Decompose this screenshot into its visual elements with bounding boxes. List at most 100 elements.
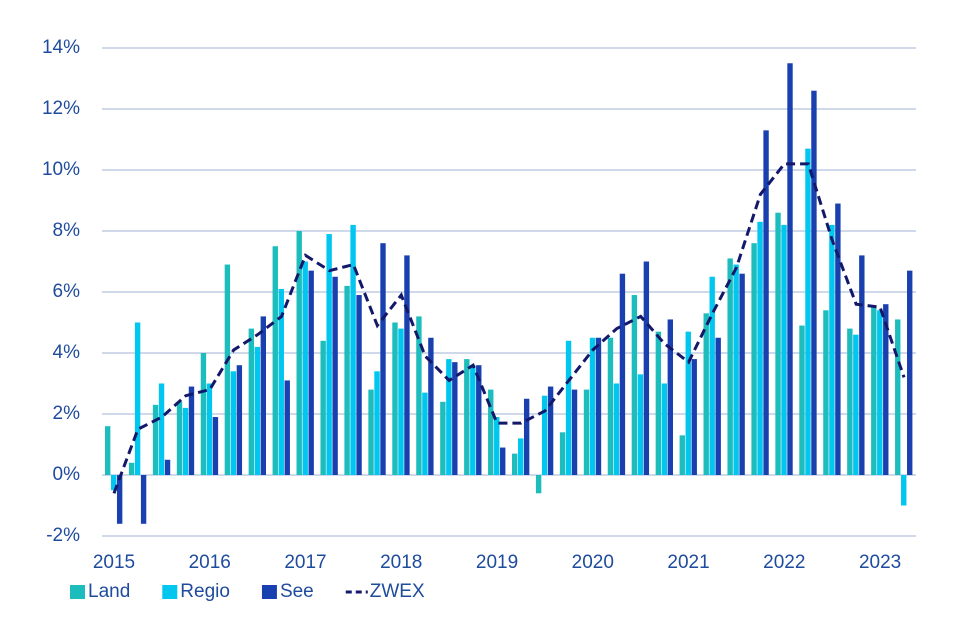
x-tick-label: 2021 — [667, 552, 709, 573]
bar — [835, 203, 841, 476]
bar — [308, 270, 314, 475]
y-tick-label: 2% — [53, 403, 81, 424]
bar — [392, 322, 398, 475]
bar — [188, 386, 195, 475]
bar — [901, 475, 907, 506]
bar — [404, 255, 410, 475]
bar — [116, 475, 123, 524]
y-tick-label: -2% — [46, 525, 80, 546]
bar — [488, 389, 494, 475]
bar — [440, 401, 446, 475]
bar — [763, 130, 769, 475]
bar — [356, 295, 362, 475]
bar — [739, 273, 745, 475]
y-tick-label: 4% — [53, 342, 81, 363]
bar — [224, 264, 231, 475]
bar — [823, 310, 829, 475]
bar — [541, 395, 548, 475]
legend-swatch — [261, 585, 277, 599]
bar — [326, 234, 332, 475]
bar — [176, 401, 183, 475]
x-tick-label: 2016 — [189, 552, 231, 573]
bar — [613, 383, 620, 475]
bar — [805, 148, 811, 475]
bar — [733, 264, 739, 475]
bar — [607, 337, 614, 475]
bar — [110, 475, 117, 491]
x-tick-label: 2017 — [284, 552, 326, 573]
bar — [164, 459, 171, 475]
bar — [643, 261, 650, 475]
bar — [661, 383, 668, 475]
bar — [853, 334, 859, 475]
bar — [595, 337, 602, 475]
bar — [907, 270, 913, 475]
bar — [140, 475, 147, 524]
bar — [691, 359, 697, 475]
bar — [571, 389, 578, 475]
bar — [212, 417, 219, 475]
bar — [535, 475, 542, 494]
bar — [757, 221, 763, 475]
bar — [104, 426, 111, 475]
bar — [631, 295, 638, 475]
bar — [859, 255, 865, 475]
bar — [517, 438, 524, 475]
bar — [134, 322, 141, 475]
bar — [206, 383, 213, 475]
bar — [811, 90, 817, 475]
x-tick-label: 2015 — [93, 552, 135, 573]
y-tick-label: 8% — [53, 220, 81, 241]
bar — [667, 319, 673, 475]
bar — [272, 246, 278, 475]
bar — [547, 386, 554, 475]
x-tick-label: 2018 — [380, 552, 422, 573]
bar — [236, 365, 243, 475]
bar — [685, 331, 691, 475]
y-tick-label: 0% — [53, 464, 81, 485]
bar — [703, 313, 709, 475]
bar — [500, 447, 506, 475]
bar — [511, 453, 518, 475]
bar — [589, 337, 596, 475]
bar — [254, 346, 261, 475]
bar — [775, 212, 781, 475]
bar — [895, 319, 901, 475]
bar — [655, 331, 662, 475]
bar — [679, 435, 685, 475]
bar — [248, 328, 255, 475]
bar — [260, 316, 266, 475]
legend-swatch — [70, 585, 85, 599]
legend-label: Land — [88, 581, 130, 602]
legend-label: Regio — [180, 581, 230, 602]
bar — [350, 224, 356, 475]
bar — [829, 224, 835, 475]
y-tick-label: 10% — [42, 159, 80, 180]
bar — [416, 316, 422, 475]
x-tick-label: 2020 — [572, 552, 614, 573]
bar — [559, 432, 566, 475]
bar — [152, 404, 159, 475]
bar — [787, 63, 793, 475]
bar — [883, 304, 889, 475]
bar — [727, 258, 733, 475]
x-tick-label: 2023 — [859, 552, 901, 573]
bar — [619, 273, 626, 475]
y-tick-label: 6% — [53, 281, 81, 302]
bar — [284, 380, 290, 475]
bar — [709, 276, 715, 475]
bar — [583, 389, 590, 475]
bar — [799, 325, 805, 475]
bar — [344, 285, 350, 475]
bar — [332, 276, 338, 475]
bar — [380, 243, 386, 475]
bar — [230, 371, 237, 475]
bar — [296, 231, 302, 475]
bar — [398, 328, 404, 475]
legend-label: See — [280, 581, 314, 602]
bar — [128, 462, 135, 475]
bar — [446, 359, 452, 475]
legend-swatch — [162, 585, 178, 599]
bar — [302, 261, 308, 475]
